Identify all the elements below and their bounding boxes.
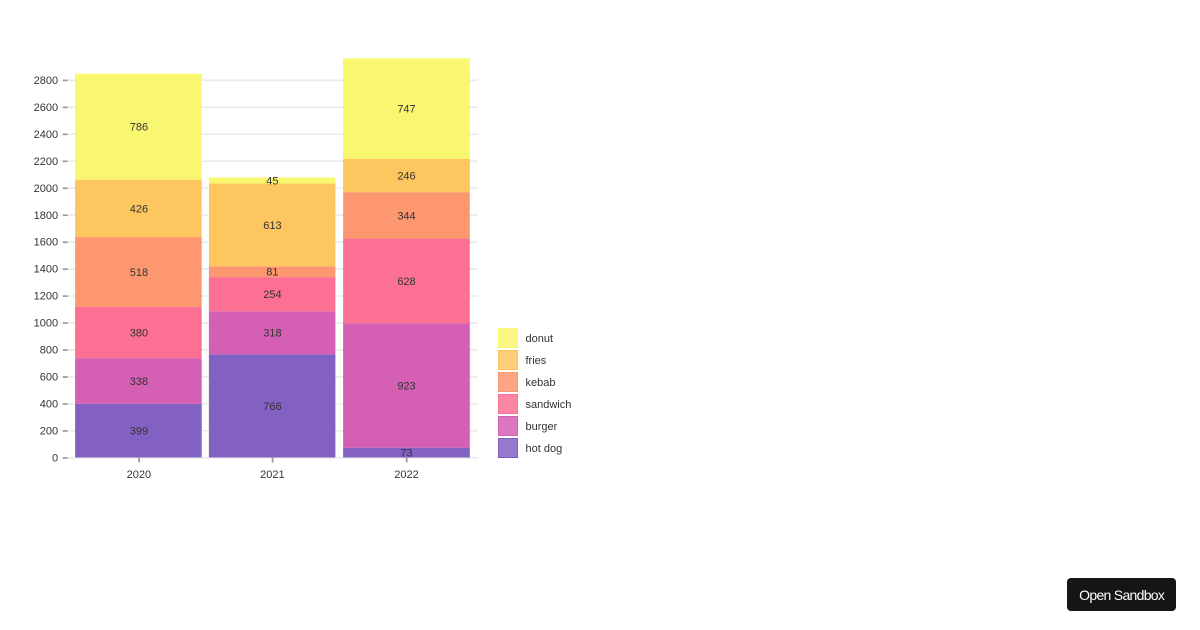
svg-text:338: 338: [130, 376, 148, 388]
svg-text:318: 318: [263, 328, 281, 340]
svg-text:600: 600: [40, 372, 58, 384]
svg-text:1200: 1200: [34, 291, 58, 303]
svg-text:399: 399: [130, 426, 148, 438]
svg-text:800: 800: [40, 345, 58, 357]
svg-text:400: 400: [40, 399, 58, 411]
svg-text:628: 628: [397, 276, 415, 288]
svg-text:1400: 1400: [34, 264, 58, 276]
svg-text:344: 344: [397, 210, 415, 222]
svg-text:1800: 1800: [34, 210, 58, 222]
svg-text:786: 786: [130, 122, 148, 134]
svg-text:2000: 2000: [34, 183, 58, 195]
svg-text:2800: 2800: [34, 75, 58, 87]
svg-text:burger: burger: [526, 421, 558, 433]
svg-text:1000: 1000: [34, 318, 58, 330]
svg-text:2022: 2022: [394, 469, 418, 481]
svg-text:81: 81: [266, 267, 278, 279]
svg-text:613: 613: [263, 220, 281, 232]
svg-text:380: 380: [130, 327, 148, 339]
svg-text:923: 923: [397, 380, 415, 392]
svg-text:747: 747: [397, 104, 415, 116]
svg-text:2020: 2020: [127, 469, 151, 481]
svg-text:2600: 2600: [34, 102, 58, 114]
svg-text:200: 200: [40, 425, 58, 437]
svg-text:hot dog: hot dog: [526, 443, 563, 455]
svg-text:donut: donut: [526, 333, 554, 345]
svg-text:0: 0: [52, 452, 58, 464]
svg-text:2200: 2200: [34, 156, 58, 168]
svg-text:254: 254: [263, 289, 281, 301]
svg-text:518: 518: [130, 267, 148, 279]
svg-text:fries: fries: [526, 355, 547, 367]
svg-text:45: 45: [266, 175, 278, 187]
svg-text:73: 73: [400, 448, 412, 460]
svg-text:426: 426: [130, 203, 148, 215]
svg-text:sandwich: sandwich: [526, 399, 572, 411]
svg-text:1600: 1600: [34, 237, 58, 249]
svg-text:2021: 2021: [260, 469, 284, 481]
svg-text:2400: 2400: [34, 129, 58, 141]
svg-text:246: 246: [397, 171, 415, 183]
svg-text:766: 766: [263, 401, 281, 413]
svg-text:kebab: kebab: [526, 377, 556, 389]
